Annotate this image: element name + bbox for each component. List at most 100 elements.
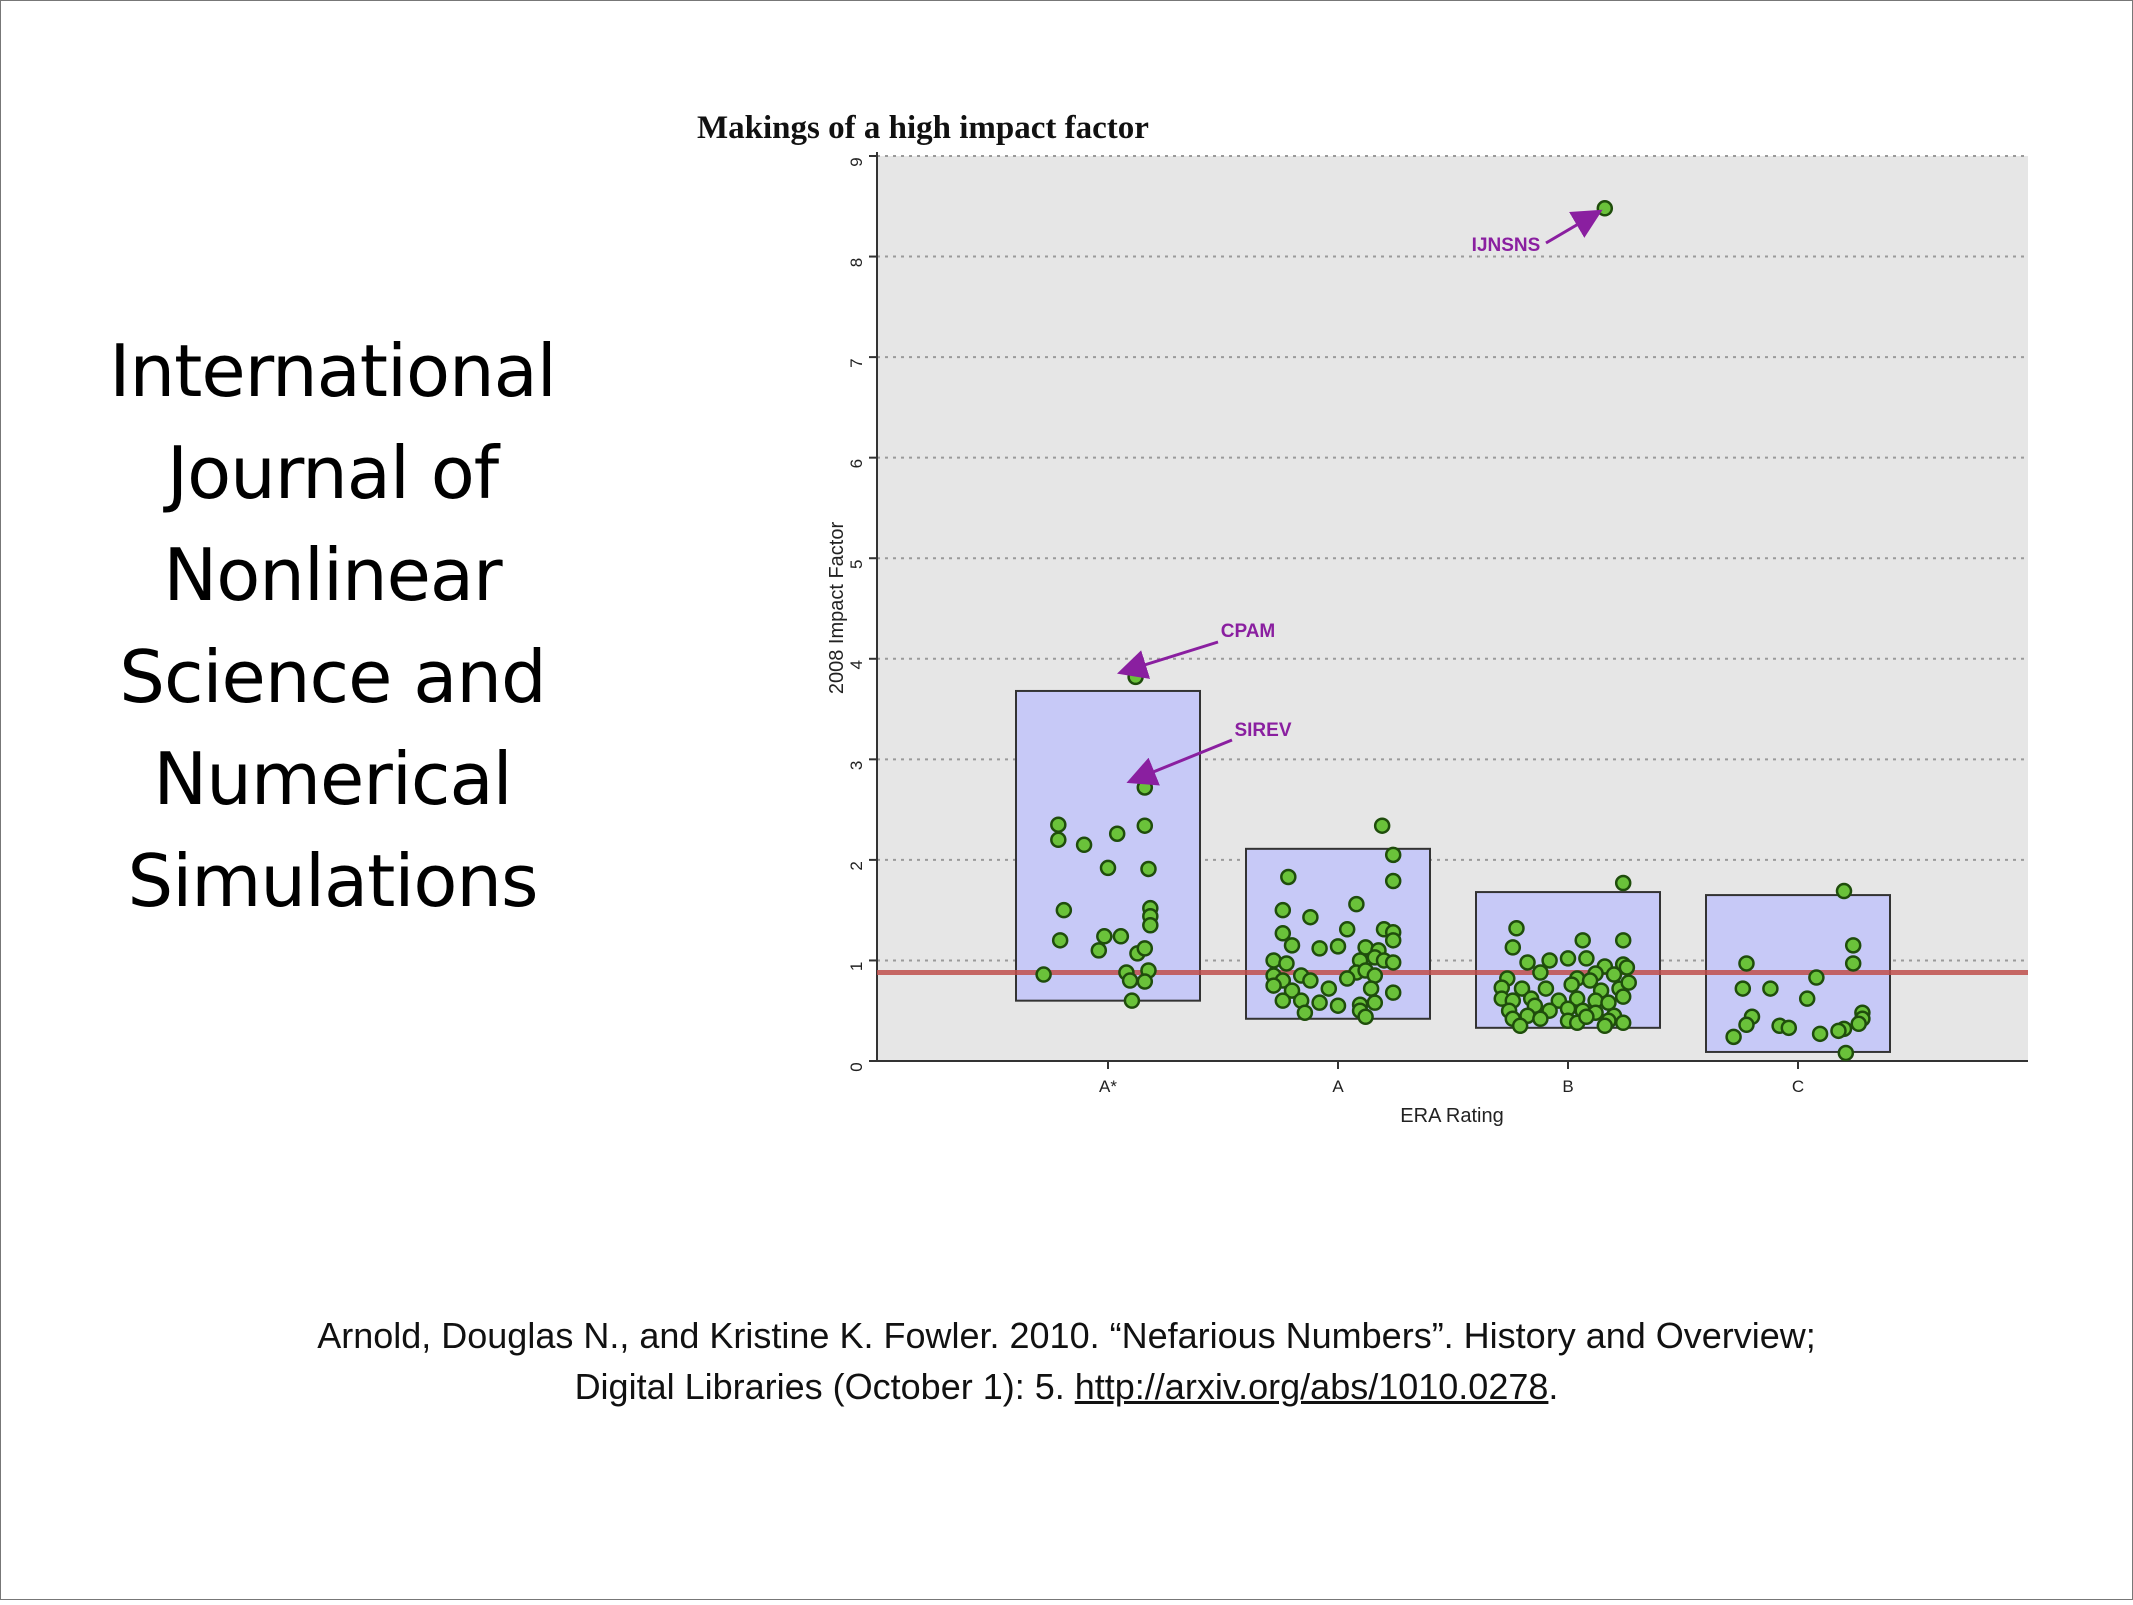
data-point xyxy=(1581,972,1599,989)
data-point xyxy=(1338,921,1356,938)
citation-link[interactable]: http://arxiv.org/abs/1010.0278 xyxy=(1074,1366,1549,1407)
data-point xyxy=(1123,992,1141,1009)
data-point xyxy=(1142,917,1159,934)
data-point xyxy=(1532,964,1549,981)
y-axis-label: 2008 Impact Factor xyxy=(826,522,848,695)
data-point xyxy=(1136,973,1154,990)
data-point xyxy=(1384,846,1402,864)
data-point xyxy=(1357,1008,1374,1026)
data-point xyxy=(1274,901,1292,919)
data-point xyxy=(1280,868,1297,886)
citation-suffix: . xyxy=(1548,1366,1559,1407)
citation-line-2: Digital Libraries (October 1): 5. http:/… xyxy=(100,1361,2033,1412)
citation: Arnold, Douglas N., and Kristine K. Fowl… xyxy=(100,1310,2033,1412)
data-point xyxy=(1274,925,1292,942)
data-point xyxy=(1780,1019,1798,1037)
title-line: Nonlinear xyxy=(163,533,502,617)
data-point xyxy=(1830,1022,1847,1040)
data-point xyxy=(1329,997,1347,1014)
data-point xyxy=(1311,994,1328,1011)
data-point xyxy=(1055,901,1073,919)
title-line: Numerical xyxy=(153,737,512,821)
x-tick-label: A xyxy=(1332,1077,1344,1096)
data-point xyxy=(1605,966,1623,983)
data-point xyxy=(1738,1016,1755,1034)
range-box xyxy=(1015,689,1201,1002)
annotation-label: IJNSNS xyxy=(1472,235,1541,256)
data-point xyxy=(1844,937,1862,954)
data-point xyxy=(1112,928,1130,945)
data-point xyxy=(1384,932,1402,949)
data-point xyxy=(1051,932,1069,949)
citation-line-1: Arnold, Douglas N., and Kristine K. Fowl… xyxy=(317,1315,1816,1356)
y-tick-label: 1 xyxy=(847,962,866,971)
data-point xyxy=(1329,938,1347,955)
data-point xyxy=(1798,990,1816,1007)
data-point xyxy=(1811,1025,1829,1043)
data-point xyxy=(1366,967,1384,984)
data-point xyxy=(1513,980,1531,997)
title-line: International xyxy=(109,329,557,413)
y-tick-label: 5 xyxy=(847,559,866,568)
data-point xyxy=(1274,992,1292,1009)
y-tick-label: 2 xyxy=(847,861,866,870)
data-point xyxy=(1278,955,1295,972)
data-point xyxy=(1508,920,1525,937)
data-point xyxy=(1108,825,1126,842)
data-point xyxy=(1075,836,1093,854)
data-point xyxy=(1596,200,1614,217)
annotation-arrow xyxy=(1545,209,1603,245)
y-tick-label: 4 xyxy=(847,660,866,669)
data-point xyxy=(1283,937,1301,954)
data-point xyxy=(1127,668,1144,686)
data-point xyxy=(1734,980,1752,997)
data-point xyxy=(1050,831,1067,849)
data-point xyxy=(1835,882,1853,900)
data-point xyxy=(1738,955,1755,972)
data-point xyxy=(1384,872,1402,890)
data-point xyxy=(1578,950,1595,967)
data-point xyxy=(1320,980,1338,997)
data-point xyxy=(1096,928,1113,945)
chart-title: Makings of a high impact factor xyxy=(697,110,1149,146)
data-point xyxy=(1302,972,1319,989)
data-point xyxy=(1035,966,1052,983)
data-point xyxy=(1614,988,1632,1005)
data-point xyxy=(1844,955,1862,972)
data-point xyxy=(1338,970,1356,987)
y-tick-label: 6 xyxy=(847,459,866,468)
data-point xyxy=(1511,1017,1529,1035)
y-tick-label: 7 xyxy=(847,358,866,367)
data-point xyxy=(1283,982,1301,999)
data-point xyxy=(1302,908,1319,926)
data-point xyxy=(1362,980,1380,997)
data-point xyxy=(1136,779,1154,796)
data-point xyxy=(1574,932,1591,949)
data-point xyxy=(1296,1004,1314,1021)
data-point xyxy=(1578,1008,1595,1026)
annotation-arrow xyxy=(1126,738,1233,786)
data-point xyxy=(1808,969,1825,986)
data-point xyxy=(1140,860,1157,878)
data-point xyxy=(1384,954,1402,971)
data-point xyxy=(1614,932,1632,949)
data-point xyxy=(1121,972,1139,989)
y-tick-label: 3 xyxy=(847,761,866,770)
data-point xyxy=(1537,980,1555,997)
annotation-arrow xyxy=(1117,640,1219,679)
y-tick-label: 0 xyxy=(847,1062,866,1071)
data-point xyxy=(1519,954,1536,971)
y-tick-label: 8 xyxy=(847,258,866,267)
annotation-label: CPAM xyxy=(1221,621,1276,642)
data-point xyxy=(1311,940,1328,957)
data-point xyxy=(1265,977,1282,994)
slide-title: International Journal of Nonlinear Scien… xyxy=(60,320,605,932)
x-tick-label: A* xyxy=(1099,1077,1117,1096)
annotation-label: SIREV xyxy=(1234,720,1291,741)
data-point xyxy=(1099,859,1117,877)
data-point xyxy=(1541,952,1558,969)
data-point xyxy=(1725,1028,1742,1046)
data-point xyxy=(1850,1015,1867,1033)
data-point xyxy=(1762,980,1779,997)
